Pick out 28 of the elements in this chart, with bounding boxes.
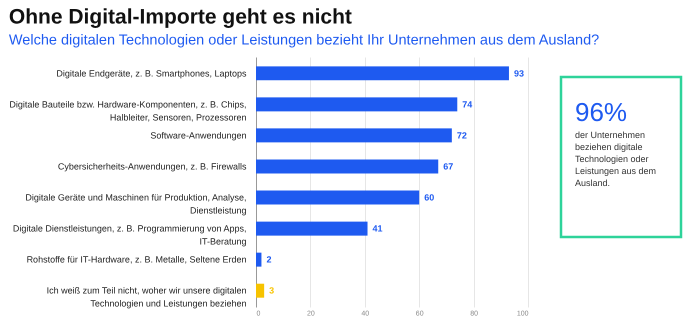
bar — [256, 66, 509, 80]
chart-title: Ohne Digital-Importe geht es nicht — [8, 6, 352, 28]
y-tick-label: Ich weiß zum Teil nicht, woher wir unsere digitalen Technologien und Leistungen beziehen — [46, 286, 246, 309]
y-tick-label: Software-Anwendungen — [150, 130, 246, 140]
data-label: 67 — [443, 161, 454, 172]
data-label: 41 — [372, 224, 383, 234]
y-tick-label: Digitale Geräte und Maschinen für Produktion, Analyse, Dienstleistung — [25, 192, 246, 216]
y-tick-label: Rohstoffe für IT-Hardware, z. B. Metalle, Seltene Erden — [26, 254, 246, 265]
y-tick-label: Digitale Endgeräte, z. B. Smartphones, Laptops — [56, 68, 247, 78]
data-label: 74 — [462, 99, 472, 110]
data-label: 72 — [456, 130, 467, 140]
y-tick-label: Digitale Dienstleistungen, z. B. Programmierung von Apps, IT-Beratung — [12, 224, 246, 247]
data-label: 60 — [424, 192, 434, 203]
bar — [256, 222, 368, 236]
bar — [256, 190, 420, 205]
bar — [256, 97, 458, 112]
text: 96% — [575, 97, 628, 127]
bar — [256, 128, 452, 142]
bar — [256, 252, 262, 267]
y-tick-label: Cybersicherheits-Anwendungen, z. B. Firewalls — [58, 161, 247, 172]
y-tick-label: Digitale Bauteile bzw. Hardware-Komponenten, z. B. Chips, Halbleiter, Sensoren, Prozessoren — [9, 99, 246, 122]
text: der Unternehmen beziehen digitale Technologien oder Leistungen aus dem Ausland. — [575, 130, 656, 188]
data-label: 93 — [514, 68, 524, 78]
data-label: 2 — [266, 254, 272, 265]
bar — [256, 284, 264, 298]
data-label: 3 — [269, 286, 274, 296]
chart-subtitle: Welche digitalen Technologien oder Leistungen bezieht Ihr Unternehmen aus dem Ausland? — [8, 32, 600, 48]
bar — [256, 159, 438, 174]
